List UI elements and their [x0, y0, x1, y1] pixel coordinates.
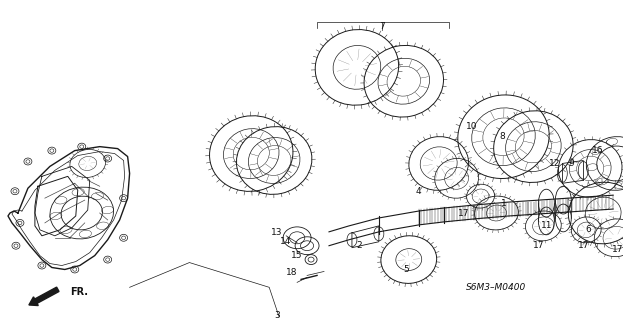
- Text: 14: 14: [281, 237, 292, 246]
- Text: 13: 13: [271, 228, 283, 237]
- FancyArrow shape: [29, 287, 59, 306]
- Text: FR.: FR.: [70, 287, 88, 297]
- Text: 17: 17: [458, 209, 469, 218]
- Text: S6M3–M0400: S6M3–M0400: [466, 283, 527, 292]
- Text: 11: 11: [541, 221, 552, 230]
- Text: 1: 1: [501, 199, 506, 208]
- Text: 2: 2: [356, 241, 362, 250]
- Text: 17: 17: [532, 241, 544, 250]
- Text: 8: 8: [499, 132, 506, 141]
- Text: 7: 7: [379, 22, 385, 31]
- Text: 6: 6: [586, 225, 591, 234]
- Text: 5: 5: [403, 265, 409, 274]
- Text: 15: 15: [291, 251, 303, 260]
- Text: 4: 4: [416, 187, 421, 196]
- Text: 17: 17: [612, 245, 624, 254]
- Text: 17: 17: [578, 241, 589, 250]
- Text: 9: 9: [568, 159, 574, 168]
- Text: 16: 16: [592, 146, 604, 155]
- Text: 18: 18: [286, 268, 298, 277]
- Text: 3: 3: [274, 310, 280, 320]
- Text: 10: 10: [466, 122, 478, 131]
- Text: 12: 12: [549, 159, 560, 168]
